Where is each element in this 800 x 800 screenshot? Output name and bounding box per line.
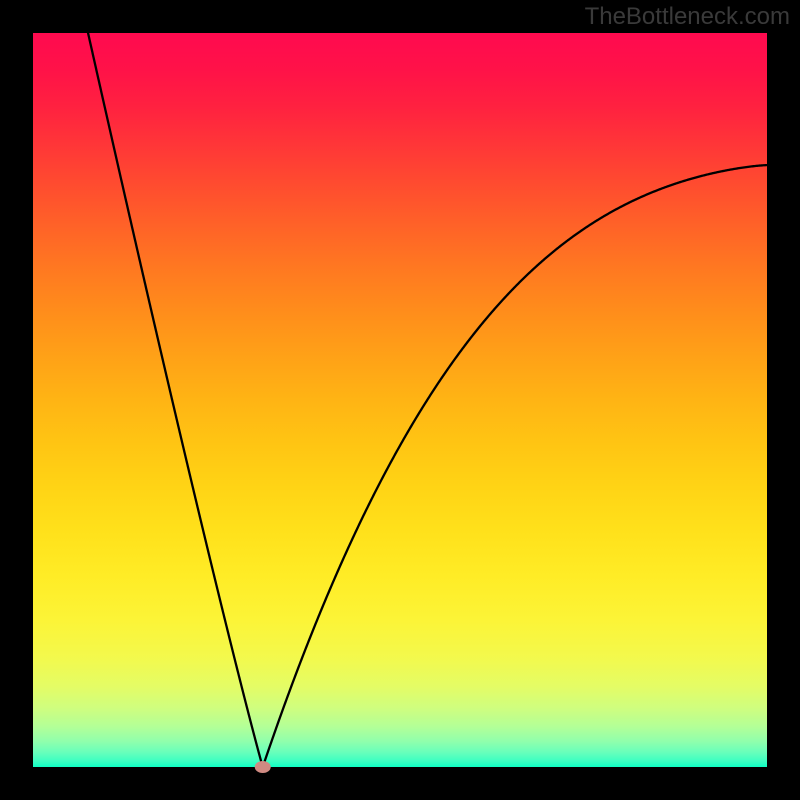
plot-area — [33, 33, 767, 767]
bottleneck-chart: TheBottleneck.com — [0, 0, 800, 800]
watermark-text: TheBottleneck.com — [585, 3, 790, 30]
optimal-point-marker — [255, 761, 271, 773]
